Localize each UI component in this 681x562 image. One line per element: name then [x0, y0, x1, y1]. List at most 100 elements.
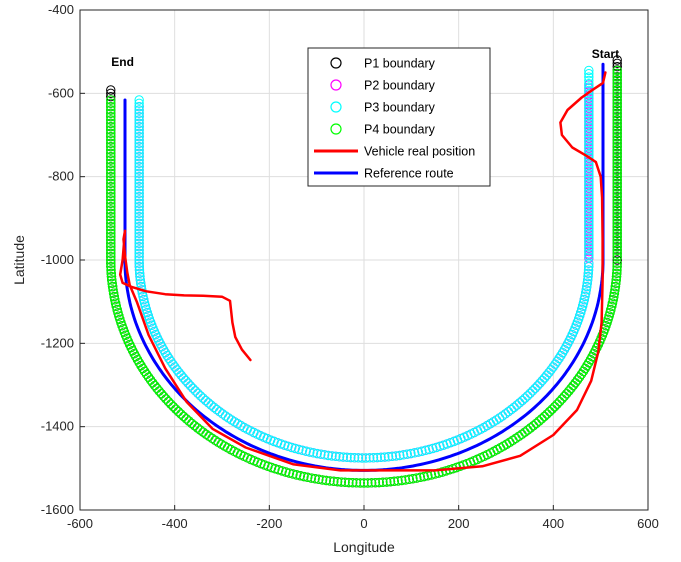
boundary-point	[108, 285, 118, 295]
boundary-point	[344, 477, 354, 488]
boundary-point	[139, 294, 149, 305]
boundary-point	[400, 475, 411, 485]
boundary-point	[134, 238, 144, 249]
boundary-point	[584, 258, 594, 269]
boundary-point	[584, 242, 594, 252]
boundary-point	[612, 145, 622, 156]
boundary-point	[612, 192, 622, 202]
boundary-point	[584, 179, 594, 189]
boundary-point	[106, 198, 116, 209]
boundary-point	[611, 275, 621, 285]
boundary-point	[612, 69, 622, 79]
boundary-point	[584, 169, 594, 179]
boundary-point	[134, 165, 144, 175]
boundary-point	[134, 258, 144, 269]
boundary-point	[584, 152, 594, 162]
boundary-point	[135, 271, 145, 282]
boundary-point	[413, 447, 423, 457]
boundary-point	[612, 195, 622, 206]
boundary-point	[612, 235, 622, 246]
y-tick-label: -400	[48, 2, 74, 17]
boundary-point	[539, 411, 550, 422]
boundary-point	[383, 452, 394, 462]
boundary-point	[136, 278, 146, 288]
boundary-point	[310, 474, 320, 484]
boundary-point	[612, 252, 622, 262]
boundary-point	[612, 202, 622, 212]
boundary-point	[584, 95, 594, 106]
boundary-point	[363, 478, 373, 488]
boundary-point	[612, 79, 622, 89]
boundary-point	[537, 375, 547, 386]
boundary-point	[338, 452, 348, 462]
annotation-start: Start	[592, 47, 619, 61]
boundary-point	[171, 404, 181, 414]
boundary-point	[106, 191, 116, 202]
boundary-point	[106, 201, 116, 212]
boundary-point	[583, 271, 593, 282]
boundary-point	[530, 383, 540, 394]
boundary-point	[612, 245, 622, 256]
boundary-point	[346, 452, 356, 463]
boundary-point	[612, 89, 622, 99]
boundary-point	[187, 418, 197, 429]
boundary-point	[106, 168, 116, 179]
boundary-point	[173, 406, 184, 417]
boundary-point	[527, 386, 538, 396]
boundary-point	[612, 92, 622, 102]
boundary-point	[106, 225, 116, 235]
boundary-point	[106, 211, 116, 222]
annotations: End Start	[111, 47, 619, 69]
boundary-point	[584, 159, 594, 169]
boundary-point	[353, 453, 364, 463]
boundary-point	[349, 453, 360, 463]
legend-item: P4 boundary	[330, 123, 436, 137]
boundary-point	[161, 394, 171, 404]
boundary-point	[584, 145, 594, 156]
boundary-point	[612, 182, 622, 192]
boundary-point	[302, 472, 313, 483]
boundary-point	[612, 135, 622, 146]
legend-marker	[330, 123, 342, 135]
boundary-point	[134, 255, 144, 265]
boundary-point	[580, 288, 591, 298]
boundary-point	[158, 345, 169, 355]
boundary-point	[200, 395, 211, 406]
boundary-point	[612, 75, 622, 86]
boundary-point	[134, 218, 144, 229]
boundary-point	[361, 453, 371, 463]
boundary-point	[193, 388, 203, 399]
boundary-point	[584, 199, 594, 209]
legend: P1 boundary P2 boundary P3 boundary P4 boun…	[307, 47, 491, 187]
boundary-point	[419, 471, 429, 482]
boundary-point	[106, 148, 116, 159]
boundary-point	[611, 271, 622, 282]
boundary-point	[584, 239, 594, 249]
boundary-point	[584, 142, 594, 152]
boundary-point	[608, 295, 618, 305]
boundary-point	[612, 85, 622, 96]
boundary-point	[106, 248, 116, 259]
boundary-point	[134, 221, 144, 232]
legend-item: P1 boundary	[330, 57, 436, 71]
boundary-point	[106, 241, 116, 252]
boundary-point	[409, 448, 420, 458]
boundary-point	[106, 245, 116, 255]
boundary-point	[612, 268, 622, 279]
boundary-point	[134, 211, 144, 222]
boundary-point	[106, 178, 116, 189]
boundary-point	[206, 400, 216, 410]
boundary-point	[294, 444, 304, 455]
boundary-point	[612, 179, 622, 189]
boundary-point	[612, 159, 622, 169]
boundary-point	[106, 175, 116, 185]
boundary-point	[323, 450, 333, 461]
boundary-point	[340, 477, 350, 487]
boundary-point	[612, 152, 622, 162]
boundary-point	[305, 447, 315, 457]
boundary-point	[612, 132, 622, 142]
boundary-point	[428, 443, 438, 454]
boundary-point	[325, 476, 335, 486]
boundary-point	[106, 101, 116, 112]
boundary-point	[584, 89, 594, 99]
